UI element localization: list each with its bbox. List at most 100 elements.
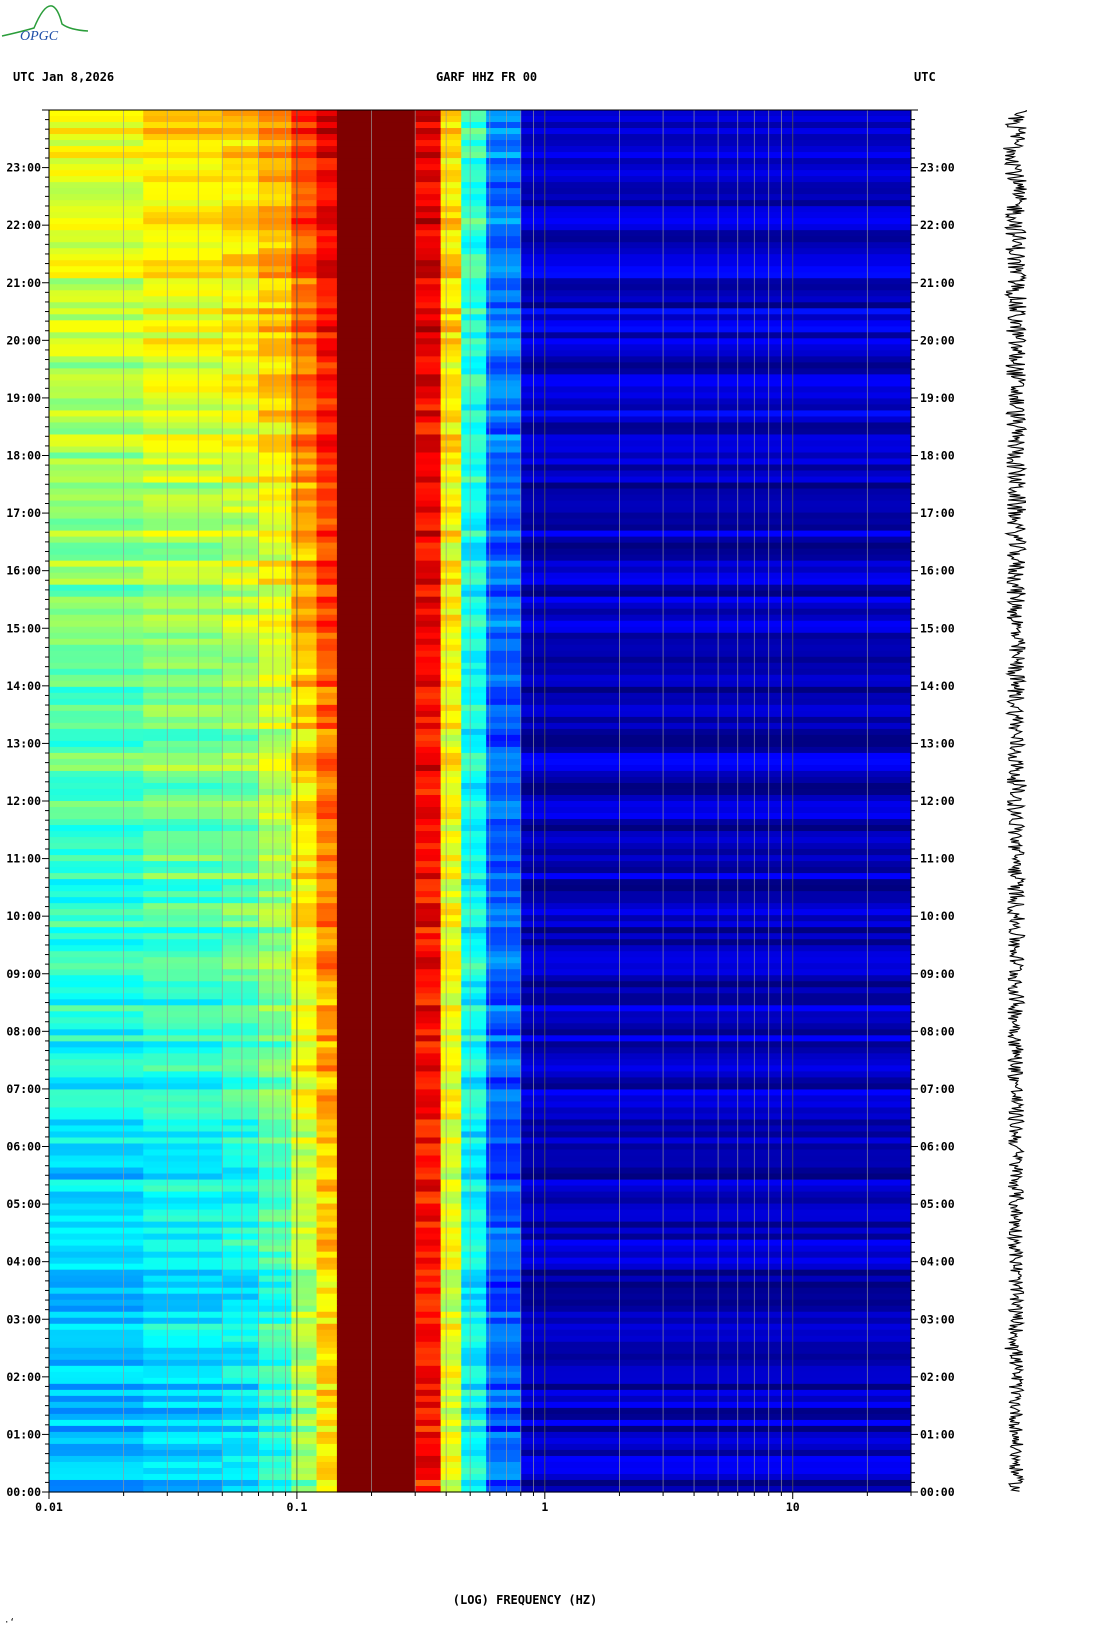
heatmap-cell bbox=[222, 1461, 260, 1469]
heatmap-cell bbox=[336, 1155, 416, 1163]
heatmap-cell bbox=[415, 776, 442, 784]
heatmap-cell bbox=[291, 632, 318, 640]
heatmap-cell bbox=[520, 1029, 912, 1036]
heatmap-cell bbox=[440, 158, 462, 165]
heatmap-cell bbox=[415, 1461, 442, 1469]
heatmap-cell bbox=[486, 1137, 522, 1145]
heatmap-cell bbox=[415, 782, 442, 790]
heatmap-cell bbox=[415, 572, 442, 580]
heatmap-cell bbox=[316, 542, 338, 550]
heatmap-cell bbox=[222, 807, 260, 814]
heatmap-cell bbox=[415, 1221, 442, 1229]
heatmap-cell bbox=[316, 776, 338, 784]
heatmap-cell bbox=[258, 1053, 292, 1060]
heatmap-cell bbox=[336, 302, 416, 309]
footer-mark: ·‘ bbox=[4, 1618, 15, 1628]
heatmap-cell bbox=[336, 1107, 416, 1115]
heatmap-cell bbox=[222, 158, 260, 165]
heatmap-cell bbox=[222, 200, 260, 207]
heatmap-cell bbox=[415, 416, 442, 424]
heatmap-cell bbox=[49, 302, 144, 309]
heatmap-cell bbox=[143, 476, 223, 484]
heatmap-cell bbox=[486, 584, 522, 592]
heatmap-cell bbox=[316, 716, 338, 724]
heatmap-cell bbox=[49, 957, 144, 964]
heatmap-cell bbox=[316, 1299, 338, 1307]
heatmap-cell bbox=[222, 903, 260, 910]
heatmap-cell bbox=[520, 861, 912, 868]
heatmap-cell bbox=[336, 662, 416, 670]
heatmap-cell bbox=[49, 1095, 144, 1103]
heatmap-cell bbox=[461, 332, 487, 339]
heatmap-cell bbox=[486, 404, 522, 412]
heatmap-cell bbox=[316, 939, 338, 946]
heatmap-cell bbox=[143, 891, 223, 898]
heatmap-cell bbox=[258, 110, 292, 117]
heatmap-cell bbox=[291, 981, 318, 988]
heatmap-cell bbox=[486, 825, 522, 832]
heatmap-cell bbox=[520, 506, 912, 514]
heatmap-cell bbox=[461, 656, 487, 664]
heatmap-cell bbox=[461, 422, 487, 430]
heatmap-cell bbox=[258, 356, 292, 363]
heatmap-cell bbox=[143, 1107, 223, 1115]
heatmap-cell bbox=[291, 1125, 318, 1133]
heatmap-cell bbox=[486, 656, 522, 664]
y-tick-label-right: 12:00 bbox=[920, 794, 955, 808]
heatmap-cell bbox=[49, 374, 144, 381]
heatmap-cell bbox=[291, 1185, 318, 1193]
heatmap-cell bbox=[336, 368, 416, 375]
heatmap-cell bbox=[336, 620, 416, 628]
heatmap-cell bbox=[291, 1299, 318, 1307]
heatmap-cell bbox=[222, 927, 260, 934]
heatmap-cell bbox=[486, 1287, 522, 1295]
heatmap-cell bbox=[49, 392, 144, 400]
heatmap-cell bbox=[49, 1245, 144, 1253]
heatmap-cell bbox=[415, 1011, 442, 1018]
heatmap-cell bbox=[520, 933, 912, 940]
heatmap-cell bbox=[258, 656, 292, 664]
heatmap-cell bbox=[222, 398, 260, 406]
heatmap-cell bbox=[291, 146, 318, 153]
heatmap-cell bbox=[415, 170, 442, 177]
heatmap-cell bbox=[486, 230, 522, 237]
heatmap-cell bbox=[258, 1131, 292, 1139]
heatmap-cell bbox=[49, 386, 144, 394]
heatmap-cell bbox=[486, 1461, 522, 1469]
heatmap-cell bbox=[49, 506, 144, 514]
heatmap-cell bbox=[336, 728, 416, 736]
heatmap-cell bbox=[316, 1443, 338, 1451]
heatmap-cell bbox=[222, 1227, 260, 1235]
heatmap-cell bbox=[415, 284, 442, 291]
heatmap-cell bbox=[336, 476, 416, 484]
heatmap-cell bbox=[143, 1221, 223, 1229]
heatmap-cell bbox=[486, 1179, 522, 1187]
heatmap-cell bbox=[49, 921, 144, 928]
heatmap-cell bbox=[415, 194, 442, 201]
heatmap-cell bbox=[415, 632, 442, 640]
heatmap-cell bbox=[486, 951, 522, 958]
heatmap-cell bbox=[143, 825, 223, 832]
heatmap-cell bbox=[291, 1413, 318, 1421]
heatmap-cell bbox=[461, 807, 487, 814]
heatmap-cell bbox=[49, 1005, 144, 1012]
heatmap-cell bbox=[222, 1149, 260, 1157]
heatmap-cell bbox=[336, 1023, 416, 1030]
heatmap-cell bbox=[415, 1269, 442, 1277]
heatmap-cell bbox=[258, 350, 292, 357]
heatmap-cell bbox=[316, 975, 338, 982]
heatmap-cell bbox=[143, 458, 223, 466]
heatmap-cell bbox=[291, 1425, 318, 1433]
heatmap-cell bbox=[336, 1467, 416, 1475]
heatmap-cell bbox=[520, 843, 912, 850]
heatmap-cell bbox=[49, 134, 144, 141]
heatmap-cell bbox=[316, 1341, 338, 1349]
heatmap-cell bbox=[486, 452, 522, 460]
heatmap-cell bbox=[316, 782, 338, 790]
heatmap-cell bbox=[461, 620, 487, 628]
heatmap-cell bbox=[49, 951, 144, 958]
heatmap-cell bbox=[49, 338, 144, 345]
heatmap-cell bbox=[486, 536, 522, 544]
heatmap-cell bbox=[461, 410, 487, 418]
heatmap-cell bbox=[520, 1017, 912, 1024]
